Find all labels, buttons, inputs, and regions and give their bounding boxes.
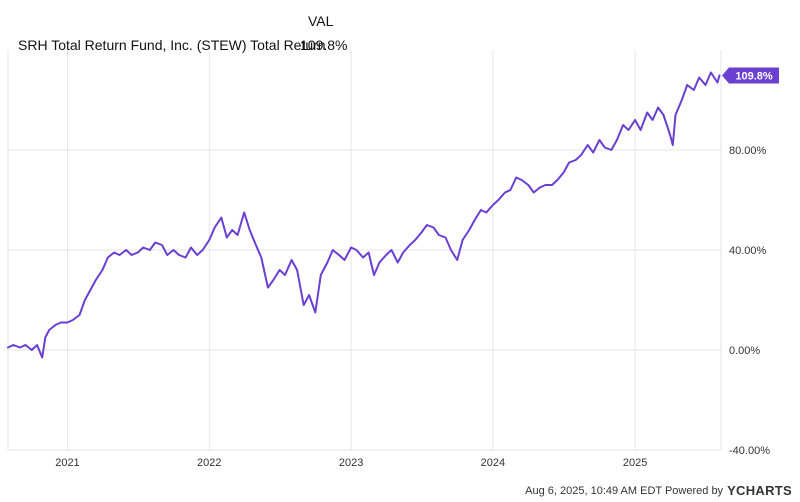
end-value-label: 109.8% <box>722 67 779 84</box>
chart-footer: Aug 6, 2025, 10:49 AM EDT Powered by YCH… <box>525 483 792 498</box>
y-tick-label: -40.00% <box>729 445 770 457</box>
series-layer <box>7 71 721 359</box>
ycharts-logo[interactable]: YCHARTS <box>727 483 792 498</box>
legend-column-header: VAL <box>308 13 334 29</box>
x-axis: 2021 2022 2023 2024 2025 <box>55 457 647 469</box>
legend-series-label[interactable]: SRH Total Return Fund, Inc. (STEW) Total… <box>18 37 326 53</box>
x-tick-label: 2024 <box>481 457 505 469</box>
x-tick-label: 2025 <box>623 457 647 469</box>
x-tick-label: 2022 <box>197 457 221 469</box>
end-label-text: 109.8% <box>735 71 773 83</box>
y-tick-label: 80.00% <box>729 145 767 157</box>
footer-timestamp: Aug 6, 2025, 10:49 AM EDT Powered by <box>525 484 724 497</box>
series-line-stew <box>7 71 721 359</box>
y-tick-label: 0.00% <box>729 345 760 357</box>
y-axis: 80.00% 40.00% 0.00% -40.00% <box>729 145 770 457</box>
y-tick-label: 40.00% <box>729 245 767 257</box>
chart-grid <box>7 50 722 451</box>
x-tick-label: 2021 <box>55 457 79 469</box>
x-tick-label: 2023 <box>339 457 363 469</box>
legend-series-value: 109.8% <box>300 37 348 53</box>
end-label-flag <box>722 67 779 84</box>
